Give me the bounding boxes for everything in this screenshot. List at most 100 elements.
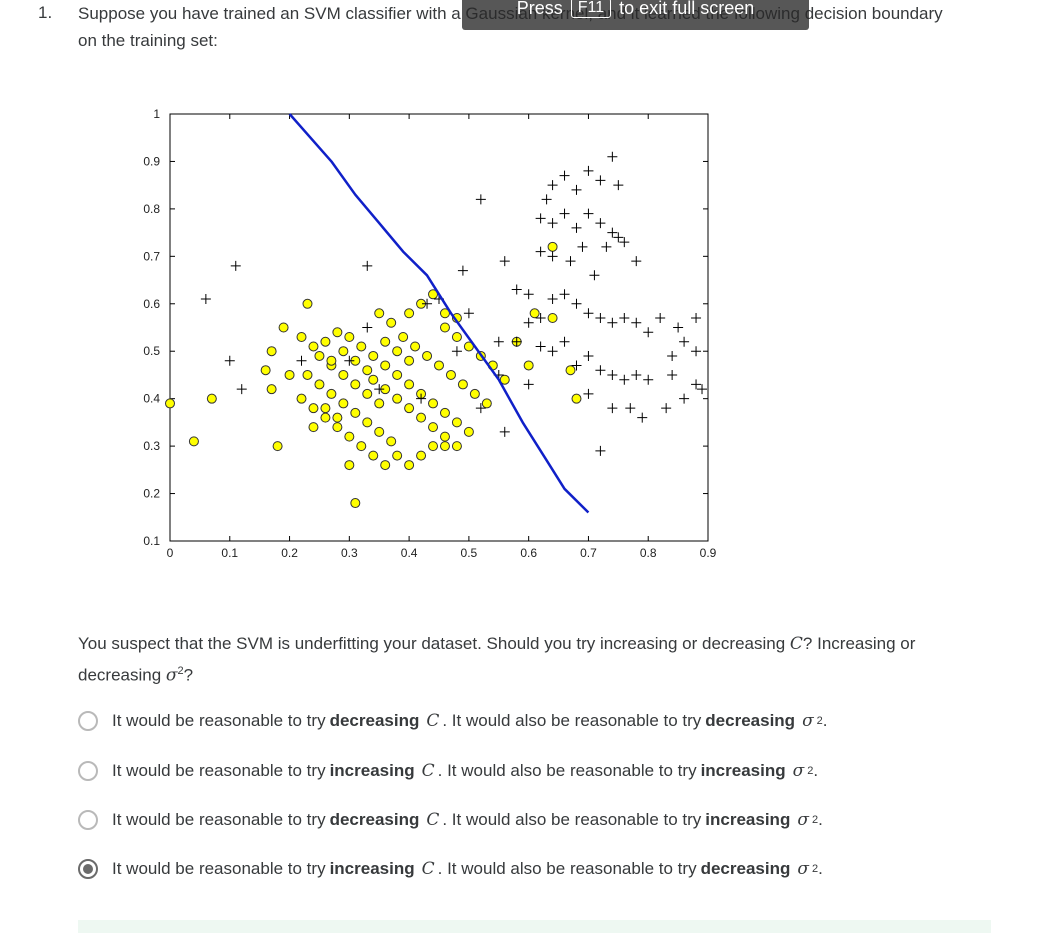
data-point-positive (535, 341, 546, 352)
x-tick-label: 0.4 (401, 546, 418, 560)
data-point-positive (565, 256, 576, 267)
y-tick-label: 0.5 (143, 344, 160, 358)
data-point-positive (547, 180, 558, 191)
data-point-positive (416, 393, 427, 404)
data-point-positive (547, 346, 558, 357)
followup-mid: ? Increasing or decreasing (78, 634, 916, 685)
data-point-negative (404, 308, 415, 319)
radio-button-1[interactable] (78, 711, 98, 731)
data-point-negative (404, 379, 415, 390)
answer-option-1[interactable]: It would be reasonable to try decreasing… (78, 707, 828, 735)
radio-button-2[interactable] (78, 761, 98, 781)
data-point-negative (302, 298, 313, 309)
data-point-positive (547, 251, 558, 262)
option-1-text-a: It would be reasonable to try (112, 711, 326, 730)
x-tick-label: 0.8 (640, 546, 657, 560)
data-point-negative (410, 341, 421, 352)
fullscreen-banner-suffix: to exit full screen (619, 0, 755, 18)
data-point-negative (523, 360, 534, 371)
followup-question: You suspect that the SVM is underfitting… (78, 630, 998, 690)
data-point-negative (302, 369, 313, 380)
y-tick-label: 0.1 (143, 534, 160, 548)
data-point-negative (428, 422, 439, 433)
data-point-negative (296, 331, 307, 342)
data-point-positive (577, 241, 588, 252)
data-point-negative (439, 308, 450, 319)
data-point-positive (559, 336, 570, 347)
data-point-positive (236, 384, 247, 395)
data-point-negative (266, 384, 277, 395)
data-point-negative (350, 379, 361, 390)
y-tick-label: 1 (153, 107, 160, 121)
data-point-negative (380, 460, 391, 471)
option-4-sup: 2 (811, 863, 819, 875)
radio-button-3[interactable] (78, 810, 98, 830)
data-point-negative (350, 498, 361, 509)
data-point-positive (691, 313, 702, 324)
option-1-verb1: decreasing (329, 711, 420, 730)
data-point-negative (356, 441, 367, 452)
x-tick-label: 0 (167, 546, 174, 560)
data-point-negative (439, 407, 450, 418)
data-point-positive (571, 222, 582, 233)
data-point-negative (368, 450, 379, 461)
fullscreen-key: F11 (570, 0, 612, 18)
decision-boundary-line (288, 113, 590, 514)
answer-option-4[interactable]: It would be reasonable to try increasing… (78, 855, 823, 883)
data-point-negative (380, 360, 391, 371)
option-2-end: . (813, 761, 819, 780)
data-point-negative (374, 426, 385, 437)
data-point-positive (607, 227, 618, 238)
data-point-positive (583, 165, 594, 176)
data-point-negative (451, 417, 462, 428)
data-point-positive (230, 260, 241, 271)
y-tick-label: 0.3 (143, 439, 160, 453)
data-point-positive (475, 403, 486, 414)
option-2-text-a: It would be reasonable to try (112, 761, 326, 780)
data-point-negative (422, 350, 433, 361)
answer-option-3[interactable]: It would be reasonable to try decreasing… (78, 806, 823, 834)
data-point-positive (619, 313, 630, 324)
option-3-end: . (818, 810, 823, 829)
data-point-negative (314, 350, 325, 361)
data-point-positive (679, 336, 690, 347)
option-4-verb2: decreasing (700, 859, 791, 878)
data-point-positive (511, 336, 522, 347)
data-point-negative (392, 450, 403, 461)
followup-sigma: σ (165, 665, 178, 686)
y-tick-label: 0.4 (143, 392, 160, 406)
radio-button-4-selected[interactable] (78, 859, 98, 879)
data-point-positive (362, 260, 373, 271)
answer-option-2[interactable]: It would be reasonable to try increasing… (78, 757, 818, 785)
data-point-negative (547, 241, 558, 252)
data-point-negative (571, 393, 582, 404)
data-point-positive (667, 369, 678, 380)
data-point-negative (314, 379, 325, 390)
data-point-negative (565, 365, 576, 376)
data-point-negative (272, 441, 283, 452)
data-point-positive (661, 403, 672, 414)
data-point-positive (643, 374, 654, 385)
data-point-positive (679, 393, 690, 404)
data-point-positive (451, 346, 462, 357)
plot-frame (169, 113, 709, 542)
data-point-negative (260, 365, 271, 376)
chart-svg: 0 0.1 0.2 0.3 0.4 0.5 0.6 0.7 0.8 0.9 0.1 0.2 0.3 0.4… (143, 107, 716, 560)
option-3-text-a: It would be reasonable to try (112, 810, 326, 829)
y-tick-label: 0.8 (143, 202, 160, 216)
data-point-positive (595, 313, 606, 324)
data-point-positive (571, 298, 582, 309)
data-point-negative (392, 369, 403, 380)
data-point-negative (368, 350, 379, 361)
data-point-negative (332, 422, 343, 433)
y-tick-label: 0.6 (143, 297, 160, 311)
y-tick-label: 0.9 (143, 154, 160, 168)
option-4-text-b: . It would also be reasonable to try (437, 859, 697, 878)
option-2-sup: 2 (807, 765, 814, 777)
data-point-positive (493, 336, 504, 347)
data-point-positive (619, 237, 630, 248)
data-point-negative (380, 336, 391, 347)
data-point-positive (583, 350, 594, 361)
option-4-verb1: increasing (329, 859, 415, 878)
followup-sup: 2 (177, 665, 184, 677)
